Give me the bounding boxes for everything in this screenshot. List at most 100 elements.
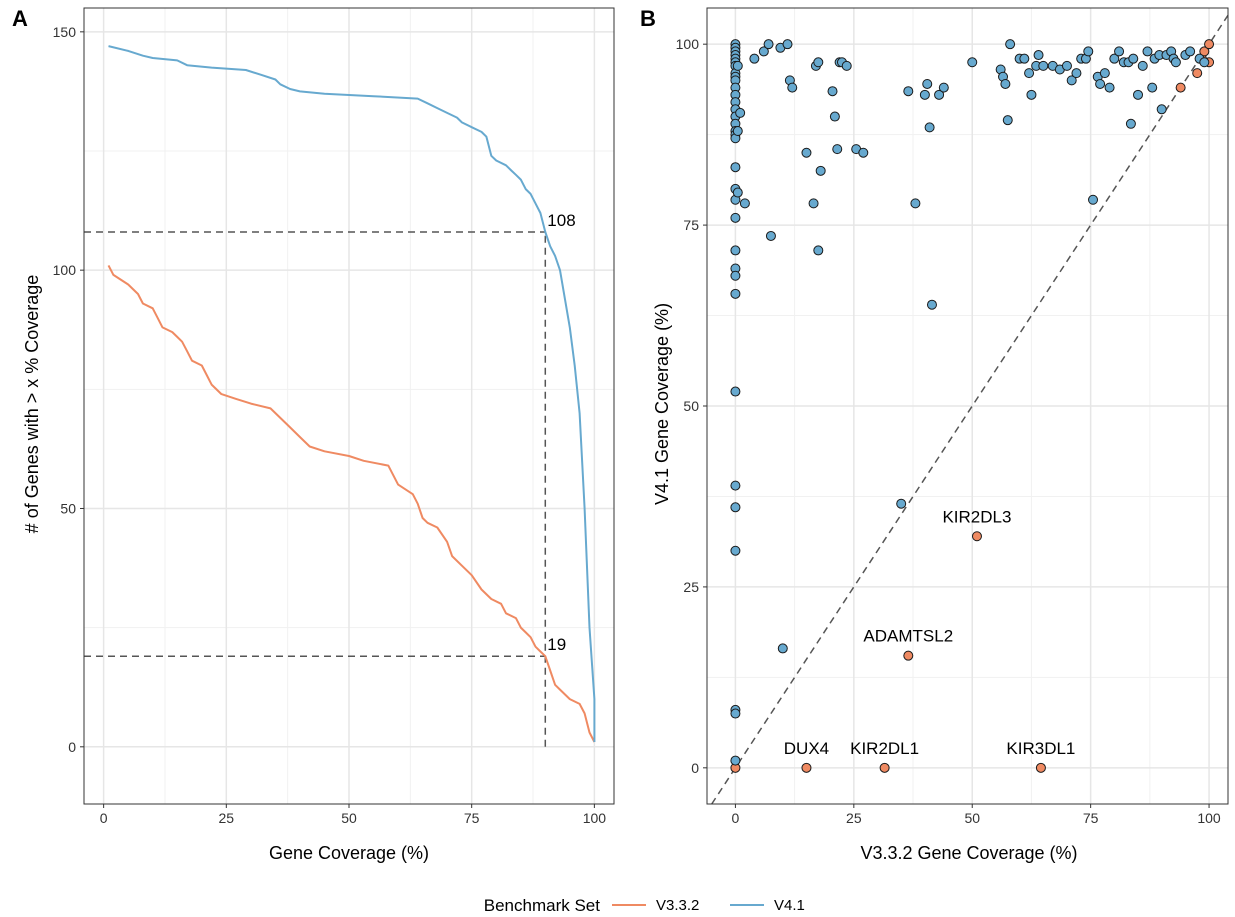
panel-b-point-v41 — [841, 60, 852, 71]
panel-b-diagonal-reference — [711, 14, 1229, 805]
panel-b-annotation: KIR3DL1 — [1006, 739, 1075, 758]
panel-a-y-tick-label: 0 — [68, 739, 76, 755]
panel-b-x-tick-label: 75 — [1083, 810, 1099, 826]
panel-b-point-v41 — [1066, 75, 1077, 86]
panel-a-border — [83, 7, 615, 805]
panel-b-plot: 0 25 50 75 100 0 25 50 75 100 KIR2DL3 ADAMTSL2 DUX4 K… — [676, 7, 1229, 826]
panel-b-x-tick-label: 50 — [964, 810, 980, 826]
panel-b-point-v41 — [813, 245, 824, 256]
panel-b-point-v41 — [934, 89, 945, 100]
legend: Benchmark Set V3.3.2 V4.1 — [484, 896, 805, 915]
panel-a-y-tick-label: 150 — [53, 24, 77, 40]
panel-b-point-v41 — [730, 270, 741, 281]
panel-b-point-v41 — [896, 498, 907, 509]
panel-a-x-tick-label: 0 — [100, 810, 108, 826]
panel-b-point-v332 — [1192, 68, 1203, 79]
panel-b-point-v41 — [765, 230, 776, 241]
panel-b-point-v332 — [971, 531, 982, 542]
panel-b-point-v41 — [730, 245, 741, 256]
panel-b-point-v41 — [910, 198, 921, 209]
legend-title: Benchmark Set — [484, 896, 600, 915]
panel-a-y-tick-label: 50 — [60, 500, 76, 516]
panel-b-point-v41 — [787, 82, 798, 93]
panel-b-annotation: ADAMTSL2 — [863, 627, 953, 646]
panel-b-x-axis-title: V3.3.2 Gene Coverage (%) — [860, 843, 1077, 863]
panel-b-annotation: KIR2DL3 — [942, 507, 1011, 526]
panel-b-point-v41 — [1185, 46, 1196, 57]
panel-b-letter: B — [640, 6, 656, 31]
panel-b-point-v41 — [1099, 68, 1110, 79]
panel-b-point-v41 — [1133, 89, 1144, 100]
panel-b-point-v41 — [1156, 104, 1167, 115]
panel-b-point-v41 — [1071, 68, 1082, 79]
panel-b-point-v41 — [1061, 60, 1072, 71]
panel-b-point-v41 — [730, 755, 741, 766]
panel-a-x-axis-title: Gene Coverage (%) — [269, 843, 429, 863]
panel-a-x-tick-label: 75 — [464, 810, 480, 826]
panel-b-y-tick-label: 75 — [683, 217, 699, 233]
panel-b-point-v41 — [1114, 46, 1125, 57]
panel-b-y-tick-label: 100 — [676, 36, 700, 52]
panel-b-point-v41 — [1142, 46, 1153, 57]
panel-b-point-v41 — [730, 708, 741, 719]
panel-b-point-v41 — [735, 107, 746, 118]
panel-b-point-v41 — [919, 89, 930, 100]
panel-b-point-v41 — [730, 480, 741, 491]
legend-label-v332: V3.3.2 — [656, 897, 699, 914]
panel-b-point-v41 — [1128, 53, 1139, 64]
panel-b-y-tick-label: 50 — [683, 398, 699, 414]
panel-b-point-v332 — [903, 650, 914, 661]
panel-b-point-v41 — [749, 53, 760, 64]
panel-b-point-v41 — [1002, 115, 1013, 126]
panel-b-point-v41 — [1095, 78, 1106, 89]
panel-b-point-v41 — [730, 288, 741, 299]
panel-b-point-v41 — [1170, 57, 1181, 68]
panel-b-point-v41 — [763, 39, 774, 50]
panel-b-point-v41 — [1000, 78, 1011, 89]
panel-b-point-v41 — [1083, 46, 1094, 57]
panel-b-point-v41 — [1125, 118, 1136, 129]
panel-b-point-v41 — [801, 147, 812, 158]
panel-a-series-line-v41 — [108, 45, 596, 742]
panel-b-point-v41 — [1109, 53, 1120, 64]
panel-b-point-v41 — [732, 60, 743, 71]
panel-b-point-v41 — [1038, 60, 1049, 71]
panel-b-point-v41 — [832, 144, 843, 155]
panel-b-point-v41 — [829, 111, 840, 122]
panel-a-annotation: 108 — [547, 211, 575, 230]
panel-b-point-v41 — [739, 198, 750, 209]
panel-a-annotation: 19 — [547, 635, 566, 654]
panel-b-point-v41 — [938, 82, 949, 93]
panel-b-point-v41 — [1005, 39, 1016, 50]
panel-b-annotation: DUX4 — [784, 739, 829, 758]
panel-b-point-v332 — [1035, 762, 1046, 773]
panel-a-x-tick-label: 25 — [219, 810, 235, 826]
panel-b-point-v41 — [1026, 89, 1037, 100]
panel-b-y-tick-label: 0 — [691, 760, 699, 776]
panel-b-point-v332 — [1204, 39, 1215, 50]
panel-b-point-v41 — [730, 386, 741, 397]
panel-b-point-v332 — [801, 762, 812, 773]
panel-b-point-v41 — [924, 122, 935, 133]
panel-b-point-v41 — [777, 643, 788, 654]
panel-b-annotation: KIR2DL1 — [850, 739, 919, 758]
panel-b-x-tick-label: 100 — [1197, 810, 1221, 826]
panel-b-point-v41 — [1199, 57, 1210, 68]
panel-b-point-v41 — [926, 299, 937, 310]
panel-b-y-axis-title: V4.1 Gene Coverage (%) — [652, 303, 672, 505]
panel-b-point-v41 — [815, 165, 826, 176]
panel-b-point-v41 — [808, 198, 819, 209]
panel-b-point-v41 — [1147, 82, 1158, 93]
panel-a-x-tick-label: 100 — [583, 810, 607, 826]
panel-b-point-v41 — [730, 162, 741, 173]
panel-b-border — [706, 7, 1229, 805]
panel-b-point-v41 — [782, 39, 793, 50]
panel-b-point-v41 — [1104, 82, 1115, 93]
panel-b-point-v41 — [758, 46, 769, 57]
panel-a-y-tick-label: 100 — [53, 262, 77, 278]
panel-b-point-v41 — [730, 502, 741, 513]
panel-b-point-v41 — [858, 147, 869, 158]
panel-b-point-v332 — [879, 762, 890, 773]
panel-b-point-v41 — [1137, 60, 1148, 71]
panel-b-point-v41 — [730, 212, 741, 223]
